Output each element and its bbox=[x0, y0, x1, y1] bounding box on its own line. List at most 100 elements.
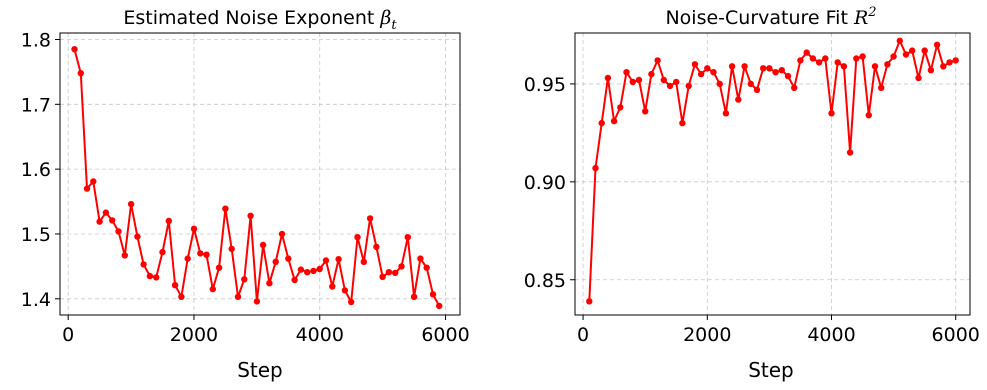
data-point bbox=[822, 55, 829, 62]
data-point bbox=[310, 267, 317, 275]
data-point bbox=[791, 84, 798, 92]
data-point bbox=[586, 298, 593, 305]
data-point bbox=[735, 96, 742, 103]
data-point bbox=[921, 47, 928, 54]
data-point bbox=[859, 53, 866, 60]
data-point bbox=[429, 291, 437, 298]
x-tick-label: 0 bbox=[577, 324, 589, 346]
data-point bbox=[604, 74, 612, 82]
data-point bbox=[952, 57, 959, 64]
data-point bbox=[96, 218, 103, 225]
data-point bbox=[222, 205, 229, 212]
data-point bbox=[760, 65, 767, 72]
data-point bbox=[165, 217, 172, 225]
data-point bbox=[803, 49, 810, 56]
data-point bbox=[679, 119, 686, 127]
data-point bbox=[741, 63, 748, 70]
series-line bbox=[588, 39, 957, 302]
data-point bbox=[417, 255, 424, 262]
data-point bbox=[704, 65, 711, 72]
data-point bbox=[410, 293, 418, 300]
data-point bbox=[902, 51, 910, 58]
x-tick-label: 2000 bbox=[170, 324, 218, 346]
x-tick-label: 0 bbox=[62, 324, 74, 346]
data-point bbox=[291, 276, 298, 284]
data-point bbox=[278, 230, 286, 238]
data-point bbox=[772, 69, 779, 76]
title-subscript: t bbox=[391, 18, 397, 33]
data-point bbox=[766, 65, 773, 72]
data-point bbox=[865, 112, 872, 119]
data-point bbox=[134, 233, 141, 240]
series-line bbox=[73, 48, 441, 307]
data-point bbox=[360, 258, 367, 265]
y-tick-label: 0.90 bbox=[524, 172, 566, 194]
data-point bbox=[871, 63, 879, 70]
data-point bbox=[146, 272, 154, 280]
data-point bbox=[127, 200, 135, 208]
data-point bbox=[209, 285, 216, 293]
data-point bbox=[610, 117, 618, 125]
data-point bbox=[171, 282, 179, 289]
y-tick-label: 0.95 bbox=[524, 74, 566, 96]
data-point bbox=[385, 269, 393, 276]
data-point bbox=[840, 63, 848, 70]
data-point bbox=[109, 217, 116, 224]
data-point bbox=[297, 266, 305, 273]
data-point bbox=[316, 265, 323, 273]
x-tick-label: 6000 bbox=[932, 324, 980, 346]
data-point bbox=[322, 257, 330, 264]
data-point bbox=[815, 59, 823, 66]
chart-panel-noise-exponent: Estimated Noise Exponent βt 0 2000 4000 600… bbox=[21, 7, 470, 382]
data-point bbox=[348, 298, 355, 306]
x-tick-label: 2000 bbox=[683, 324, 731, 346]
data-point bbox=[398, 263, 405, 270]
data-point bbox=[896, 37, 903, 44]
data-point bbox=[940, 63, 947, 70]
data-point bbox=[115, 228, 122, 235]
data-point bbox=[178, 293, 185, 300]
data-point bbox=[884, 61, 891, 68]
chart-title: Estimated Noise Exponent βt bbox=[123, 7, 397, 33]
data-point bbox=[259, 241, 267, 249]
data-point bbox=[159, 248, 166, 256]
data-point bbox=[853, 55, 860, 62]
data-point bbox=[341, 287, 349, 294]
y-tick-label: 1.6 bbox=[21, 159, 51, 181]
data-point bbox=[617, 104, 624, 111]
data-point bbox=[809, 55, 817, 62]
series bbox=[71, 46, 443, 310]
y-tick-label: 1.7 bbox=[21, 94, 51, 116]
data-point bbox=[654, 57, 661, 64]
data-point bbox=[753, 86, 761, 94]
data-point bbox=[71, 46, 78, 53]
data-point bbox=[778, 67, 785, 74]
x-tick-label: 4000 bbox=[807, 324, 855, 346]
data-point bbox=[228, 245, 235, 253]
data-point bbox=[234, 293, 242, 300]
data-point bbox=[598, 119, 605, 127]
data-point bbox=[121, 252, 128, 259]
data-point bbox=[691, 61, 699, 68]
data-point bbox=[909, 47, 916, 54]
y-tick-label: 1.8 bbox=[21, 29, 51, 51]
data-point bbox=[927, 67, 935, 74]
data-point bbox=[660, 76, 667, 84]
data-point bbox=[153, 274, 160, 281]
data-point bbox=[247, 212, 254, 219]
data-point bbox=[354, 234, 361, 241]
x-tick-label: 6000 bbox=[421, 324, 469, 346]
y-tick-label: 1.4 bbox=[21, 289, 51, 311]
data-point bbox=[190, 225, 198, 232]
data-point bbox=[673, 78, 680, 86]
x-axis-ticks: 0 2000 4000 6000 bbox=[577, 315, 980, 346]
y-axis-ticks: 0.85 0.90 0.95 bbox=[524, 74, 575, 292]
x-axis-label: Step bbox=[748, 358, 794, 382]
data-point bbox=[666, 82, 674, 90]
data-point bbox=[797, 57, 804, 64]
data-point bbox=[102, 209, 110, 216]
data-point bbox=[747, 80, 754, 88]
data-point bbox=[285, 255, 292, 262]
y-tick-label: 0.85 bbox=[524, 270, 566, 292]
